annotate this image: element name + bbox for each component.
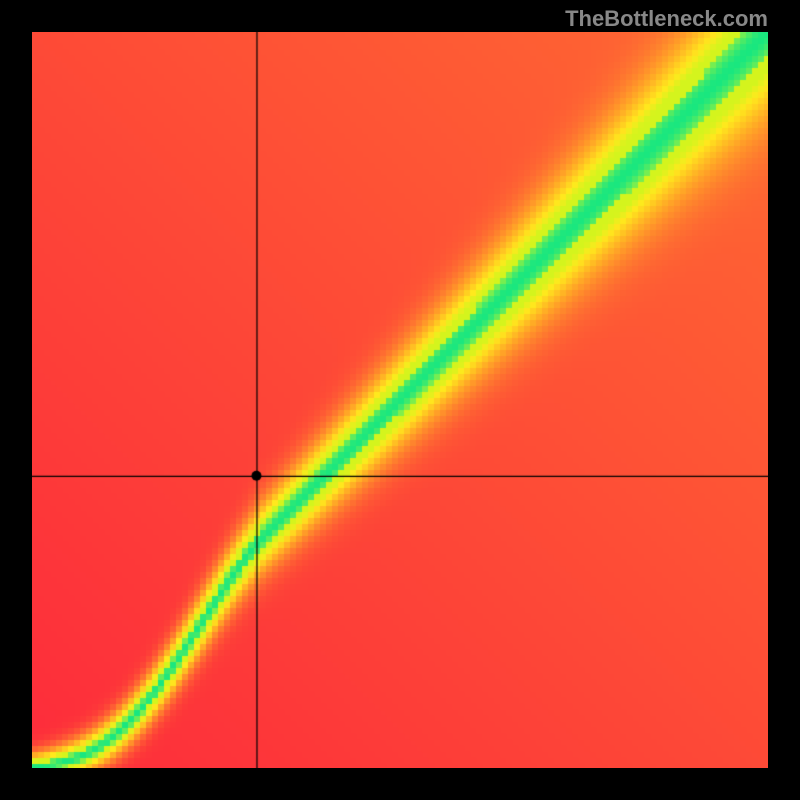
bottleneck-heatmap bbox=[32, 32, 768, 768]
attribution-label: TheBottleneck.com bbox=[565, 6, 768, 32]
chart-container: TheBottleneck.com bbox=[0, 0, 800, 800]
